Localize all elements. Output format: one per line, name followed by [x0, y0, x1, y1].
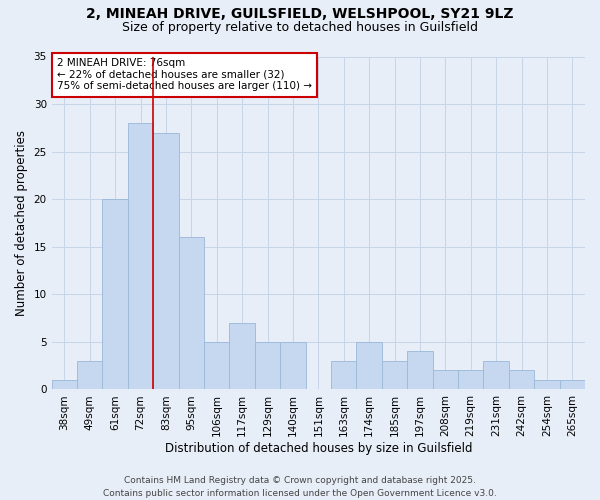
- Bar: [534, 380, 560, 390]
- Bar: [356, 342, 382, 390]
- Bar: [52, 380, 77, 390]
- Bar: [153, 132, 179, 390]
- Bar: [484, 361, 509, 390]
- Bar: [458, 370, 484, 390]
- Text: Contains HM Land Registry data © Crown copyright and database right 2025.
Contai: Contains HM Land Registry data © Crown c…: [103, 476, 497, 498]
- Bar: [433, 370, 458, 390]
- Bar: [128, 123, 153, 390]
- Bar: [280, 342, 305, 390]
- Bar: [255, 342, 280, 390]
- Bar: [509, 370, 534, 390]
- Text: 2 MINEAH DRIVE: 76sqm
← 22% of detached houses are smaller (32)
75% of semi-deta: 2 MINEAH DRIVE: 76sqm ← 22% of detached …: [57, 58, 312, 92]
- Bar: [382, 361, 407, 390]
- Y-axis label: Number of detached properties: Number of detached properties: [15, 130, 28, 316]
- Bar: [560, 380, 585, 390]
- Bar: [77, 361, 103, 390]
- Bar: [179, 237, 204, 390]
- Bar: [103, 199, 128, 390]
- Text: 2, MINEAH DRIVE, GUILSFIELD, WELSHPOOL, SY21 9LZ: 2, MINEAH DRIVE, GUILSFIELD, WELSHPOOL, …: [86, 8, 514, 22]
- Bar: [407, 352, 433, 390]
- Text: Size of property relative to detached houses in Guilsfield: Size of property relative to detached ho…: [122, 21, 478, 34]
- Bar: [204, 342, 229, 390]
- Bar: [229, 323, 255, 390]
- X-axis label: Distribution of detached houses by size in Guilsfield: Distribution of detached houses by size …: [164, 442, 472, 455]
- Bar: [331, 361, 356, 390]
